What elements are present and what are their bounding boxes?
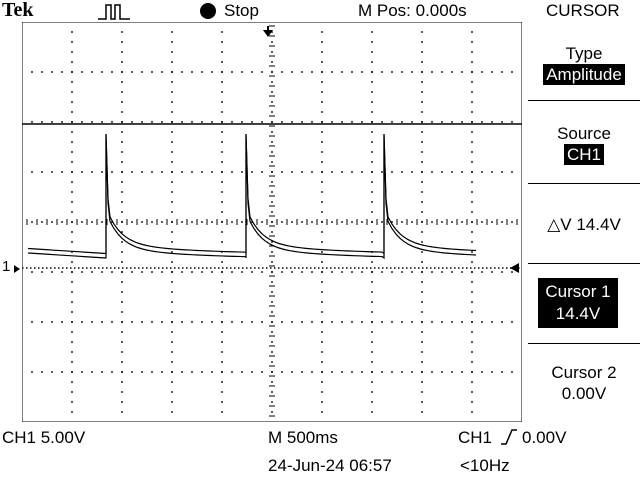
- cursor-1-button[interactable]: Cursor 1 14.4V: [538, 278, 618, 328]
- cursor-2-button[interactable]: Cursor 2 0.00V: [528, 362, 640, 404]
- type-value[interactable]: Amplitude: [543, 64, 625, 85]
- horizontal-position: M Pos: 0.000s: [358, 1, 467, 20]
- type-label: Type: [565, 44, 603, 63]
- cursor-2-label: Cursor 2: [551, 363, 617, 382]
- trigger-frequency: <10Hz: [460, 456, 510, 475]
- ch1-ground-arrow-icon: [14, 265, 20, 273]
- source-label: Source: [557, 124, 611, 143]
- graticule-grid: [26, 25, 518, 417]
- trigger-source: CH1: [458, 428, 493, 447]
- ch1-trace-persist: [27, 133, 477, 260]
- stop-indicator-icon: [200, 3, 216, 19]
- ch1-scale: CH1 5.00V: [2, 428, 86, 447]
- rising-edge-icon: [501, 429, 517, 445]
- trigger-level: 0.00V: [522, 428, 567, 447]
- ch1-ground-marker: 1: [2, 258, 11, 275]
- tek-logo: Tek: [2, 0, 34, 21]
- source-value[interactable]: CH1: [563, 144, 604, 165]
- timebase: M 500ms: [268, 428, 338, 447]
- date-time: 24-Jun-24 06:57: [268, 456, 392, 475]
- acquisition-status-icon: [98, 4, 130, 20]
- delta-readout: △V 14.4V: [547, 215, 621, 234]
- cursor-1-label: Cursor 1: [545, 282, 611, 301]
- trigger-level-icon: [510, 263, 519, 273]
- run-state: Stop: [224, 1, 259, 20]
- waveform-display: [22, 22, 522, 422]
- menu-title: CURSOR: [546, 1, 620, 20]
- trigger-position-icon: [263, 30, 273, 37]
- cursor-2-value: 0.00V: [561, 384, 607, 403]
- cursor-1-value: 14.4V: [555, 304, 601, 323]
